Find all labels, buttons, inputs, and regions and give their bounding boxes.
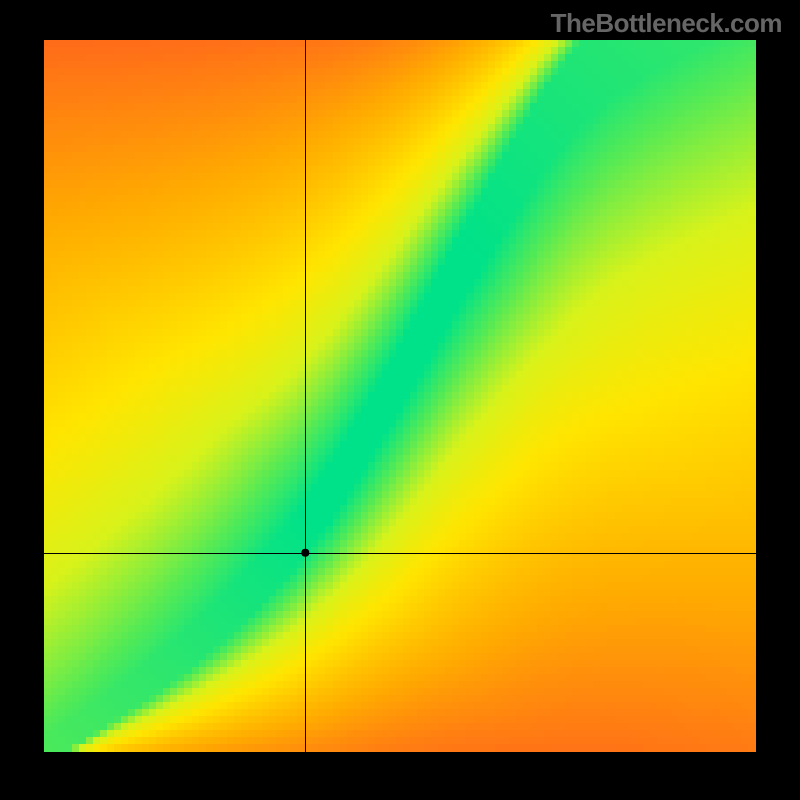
heatmap-chart [44, 40, 756, 752]
watermark-text: TheBottleneck.com [551, 8, 782, 39]
heatmap-canvas [44, 40, 756, 752]
